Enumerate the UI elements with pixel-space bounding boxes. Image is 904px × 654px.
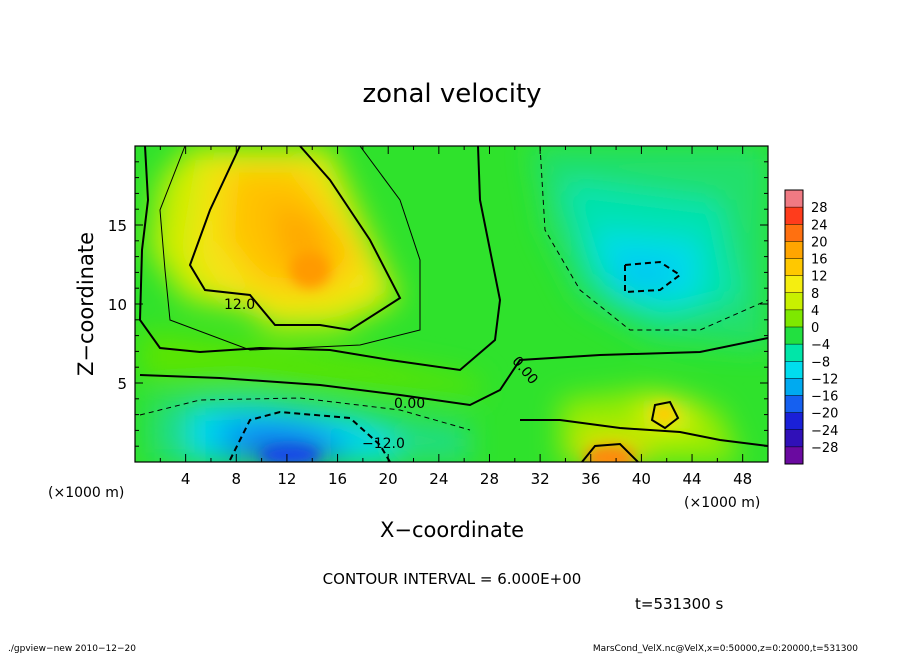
y-axis-title: Z−coordinate <box>74 232 98 376</box>
colorbar-label: −4 <box>811 338 830 353</box>
colorbar-swatch <box>785 327 803 345</box>
colorbar-label: 0 <box>811 321 819 336</box>
time-text: t=531300 s <box>635 595 723 613</box>
contour-interval-text: CONTOUR INTERVAL = 6.000E+00 <box>323 570 582 588</box>
colorbar-swatch <box>785 241 803 259</box>
x-tick-label: 24 <box>429 470 448 488</box>
colorbar-label: 8 <box>811 287 819 302</box>
x-tick-label: 8 <box>232 470 242 488</box>
x-tick-label: 32 <box>531 470 550 488</box>
colorbar-swatch <box>785 412 803 431</box>
colorbar-label: 12 <box>811 270 828 285</box>
colorbar-swatch <box>785 309 803 328</box>
colorbar-label: 28 <box>811 201 828 216</box>
x-tick-label: 36 <box>581 470 600 488</box>
x-unit-label-right: (×1000 m) <box>684 495 760 511</box>
x-axis-title: X−coordinate <box>380 518 524 542</box>
x-tick-label: 4 <box>181 470 191 488</box>
colorbar-swatch <box>785 361 803 379</box>
colorbar-swatch <box>785 292 803 311</box>
colorbar-swatch <box>785 446 803 465</box>
x-tick-label: 48 <box>733 470 752 488</box>
chart-title: zonal velocity <box>362 79 541 109</box>
x-unit-label-left: (×1000 m) <box>48 485 124 501</box>
colorbar-label: −28 <box>811 441 838 456</box>
x-axis: 4 8 12 16 20 24 28 32 36 40 44 48 <box>159 146 752 488</box>
colorbar-swatch <box>785 224 803 242</box>
contour-label: −12.0 <box>362 436 405 452</box>
x-tick-label: 16 <box>328 470 347 488</box>
y-tick-label: 5 <box>117 375 127 393</box>
colorbar-swatch <box>785 395 803 414</box>
x-tick-label: 40 <box>632 470 651 488</box>
footer-right: MarsCond_VelX.nc@VelX,x=0:50000,z=0:2000… <box>593 644 858 654</box>
x-tick-label: 20 <box>379 470 398 488</box>
y-tick-label: 10 <box>108 296 127 314</box>
colorbar-swatch <box>785 429 803 448</box>
colorbar-label: 16 <box>811 253 828 268</box>
colorbar-swatch <box>785 207 803 225</box>
x-tick-label: 12 <box>277 470 296 488</box>
colorbar-label: −12 <box>811 372 838 387</box>
x-tick-label: 44 <box>682 470 701 488</box>
colorbar: 28 24 20 16 12 8 4 0 −4 −8 −12 −16 −20 −24 −28 <box>784 189 838 465</box>
colorbar-label: −24 <box>811 424 838 439</box>
colorbar-label: −20 <box>811 407 838 422</box>
colorbar-label: 4 <box>811 304 819 319</box>
y-axis: 5 10 15 <box>108 161 768 447</box>
heatmap-field: 12.0 0.00 0.00 −12.0 <box>135 146 768 462</box>
contour-label: 12.0 <box>224 297 255 313</box>
colorbar-swatch <box>785 190 803 208</box>
colorbar-label: −8 <box>811 355 830 370</box>
contour-label: 0.00 <box>394 396 425 412</box>
colorbar-swatch <box>785 258 803 277</box>
footer-left: ./gpview−new 2010−12−20 <box>8 644 136 654</box>
colorbar-swatch <box>785 378 803 396</box>
y-tick-label: 15 <box>108 217 127 235</box>
x-tick-label: 28 <box>480 470 499 488</box>
colorbar-label: 24 <box>811 218 828 233</box>
colorbar-label: −16 <box>811 390 838 405</box>
colorbar-label: 20 <box>811 235 828 250</box>
colorbar-swatch <box>785 344 803 362</box>
colorbar-swatch <box>785 275 803 294</box>
